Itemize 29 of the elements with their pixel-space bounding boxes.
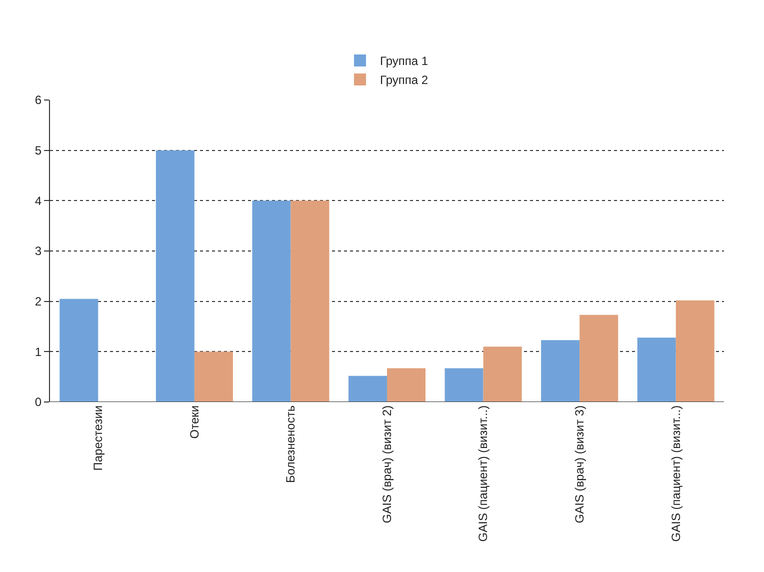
legend-label: Группа 2 — [380, 73, 428, 88]
y-tick-label: 4 — [34, 194, 42, 208]
y-tick-label: 2 — [34, 294, 42, 309]
bar — [580, 314, 618, 402]
bar — [387, 368, 426, 402]
bar — [290, 200, 330, 402]
bar — [483, 346, 522, 402]
bar — [676, 300, 714, 402]
bar — [348, 376, 387, 402]
x-tick-label: Болезненость — [284, 405, 298, 483]
x-tick-label: Парестезии — [91, 405, 106, 471]
y-tick-label: 1 — [34, 344, 42, 359]
bar — [252, 200, 291, 402]
bar — [60, 298, 98, 402]
y-tick-label: 0 — [34, 395, 42, 410]
bar — [444, 368, 484, 402]
y-tick-label: 6 — [34, 93, 42, 108]
bar — [156, 150, 194, 402]
x-tick-label: GAIS (пациент) (визит...) — [668, 405, 683, 542]
y-tick-label: 3 — [34, 244, 42, 258]
bar — [637, 338, 676, 402]
x-tick-label: GAIS (врач) (визит 3) — [572, 405, 586, 524]
x-tick-label: GAIS (врач) (визит 2) — [380, 405, 394, 524]
y-tick-label: 5 — [34, 144, 42, 158]
x-tick-label: GAIS (пациент) (визит...) — [476, 405, 490, 542]
bar — [194, 352, 233, 402]
x-tick-label: Отеки — [187, 405, 202, 439]
bar — [541, 340, 580, 402]
legend-label: Группа 1 — [380, 54, 428, 68]
